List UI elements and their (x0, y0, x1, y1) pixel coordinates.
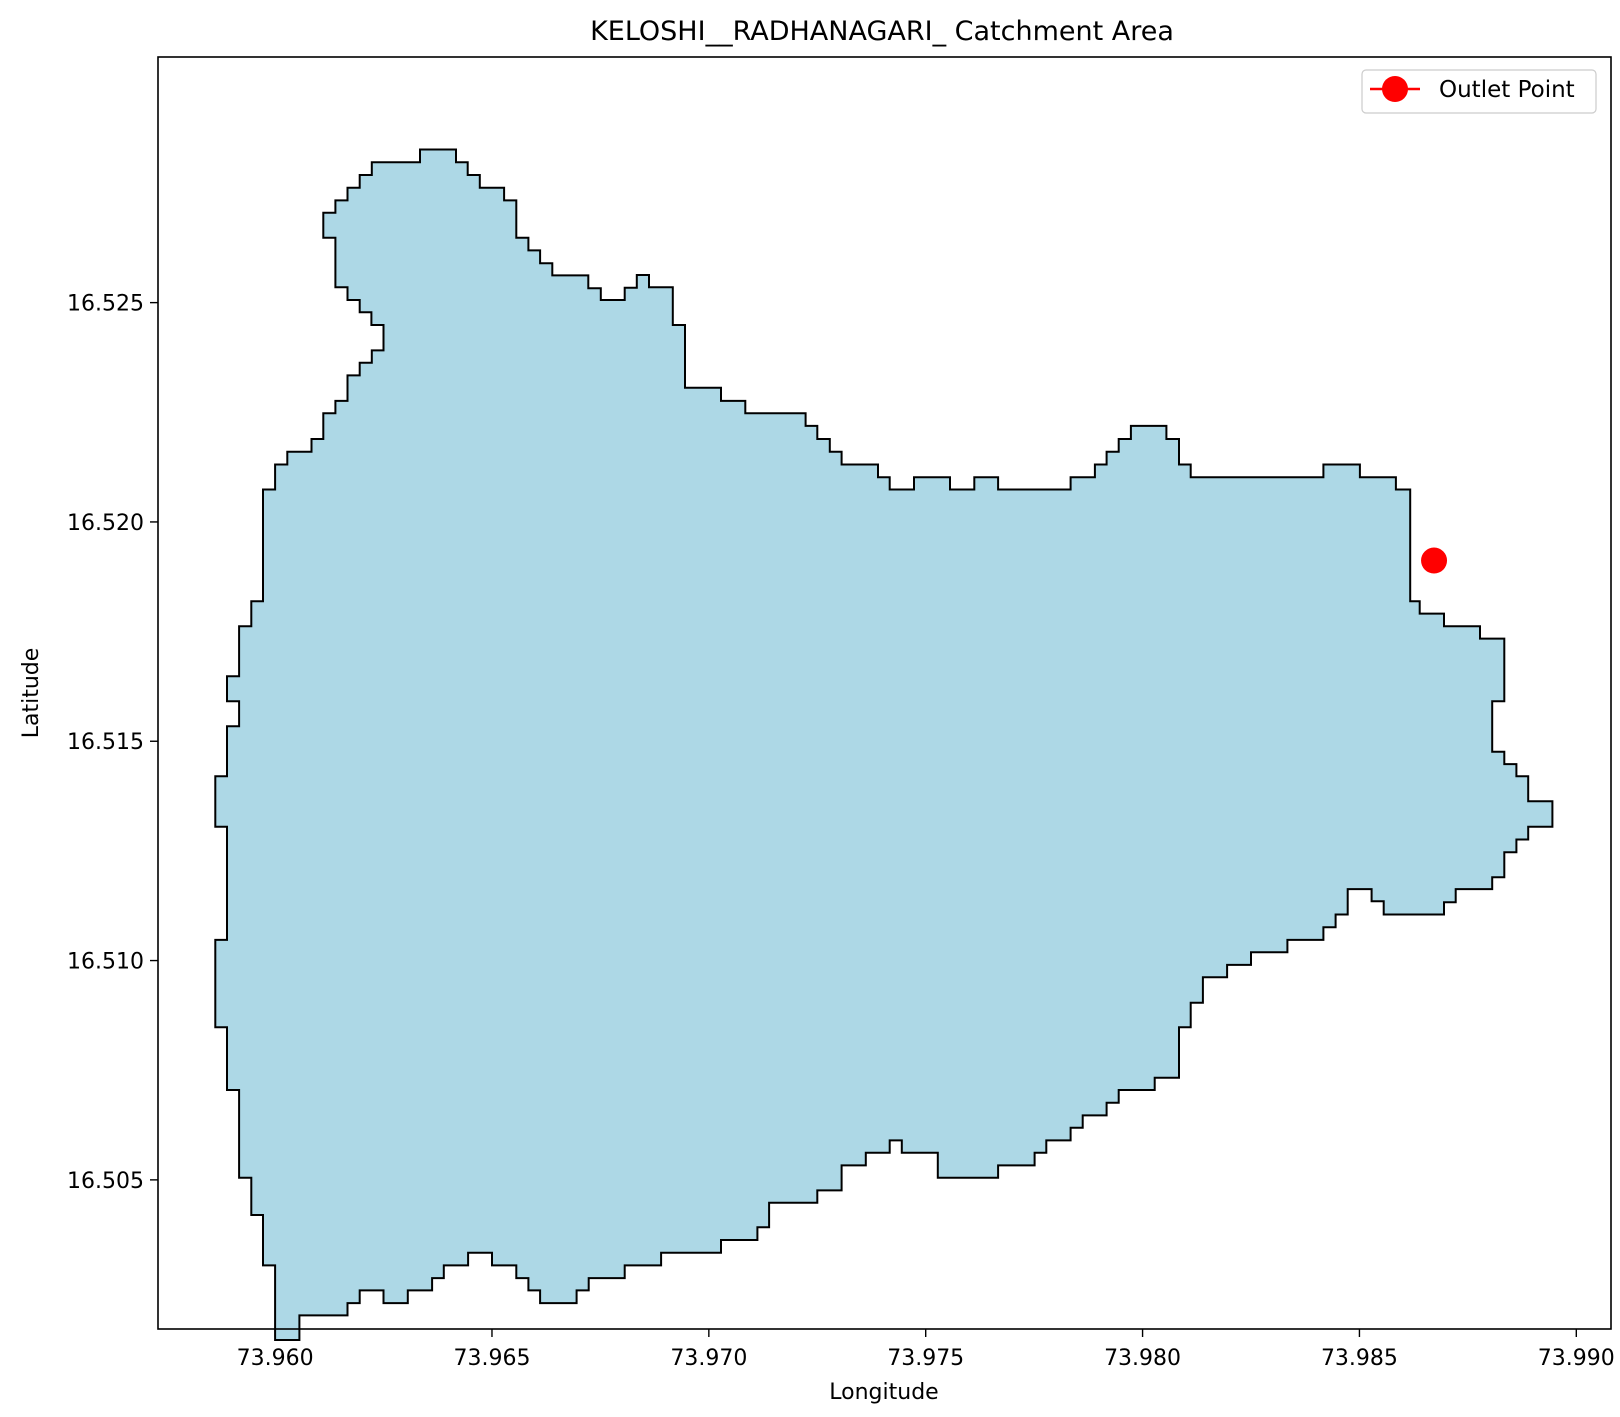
legend-marker (1382, 76, 1408, 102)
x-tick-label: 73.965 (453, 1346, 530, 1371)
x-tick-label: 73.970 (670, 1346, 747, 1371)
legend-box (1361, 69, 1597, 114)
y-tick-label: 16.510 (67, 950, 144, 975)
x-tick-label: 73.980 (1104, 1346, 1181, 1371)
outlet-point-marker (1421, 547, 1448, 574)
chart-title: KELOSHI__RADHANAGARI_ Catchment Area (590, 16, 1174, 47)
y-axis-ticks: 16.505 16.510 16.515 16.520 16.525 (67, 292, 158, 1194)
x-axis-ticks: 73.960 73.965 73.970 73.975 73.980 73.985 73.9… (237, 1329, 1615, 1371)
y-tick-label: 16.520 (67, 511, 144, 536)
legend-label-outlet-point: Outlet Point (1439, 77, 1575, 103)
y-tick-label: 16.515 (67, 730, 144, 755)
y-tick-label: 16.505 (67, 1169, 144, 1194)
x-tick-label: 73.960 (237, 1346, 314, 1371)
legend: Outlet Point (1361, 69, 1597, 114)
x-tick-label: 73.985 (1321, 1346, 1398, 1371)
y-axis-label: Latitude (19, 648, 44, 739)
x-tick-label: 73.990 (1538, 1346, 1615, 1371)
axes-frame (157, 56, 1612, 1330)
x-axis-label: Longitude (829, 1380, 938, 1405)
y-tick-label: 16.525 (67, 292, 144, 317)
x-tick-label: 73.975 (887, 1346, 964, 1371)
catchment-polygon (214, 148, 1554, 1341)
map-layer (214, 148, 1554, 1341)
